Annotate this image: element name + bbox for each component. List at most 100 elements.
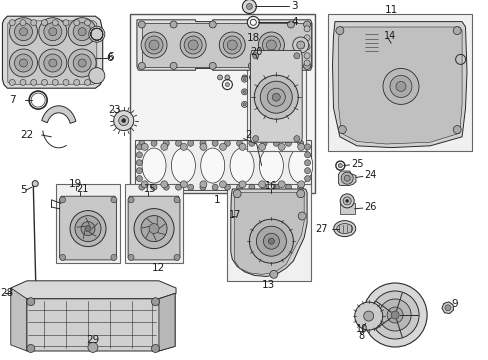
Circle shape bbox=[304, 160, 310, 166]
Circle shape bbox=[243, 103, 245, 106]
Circle shape bbox=[32, 181, 38, 186]
Circle shape bbox=[180, 143, 187, 150]
Circle shape bbox=[335, 27, 343, 35]
Bar bbox=[135, 140, 311, 190]
Circle shape bbox=[60, 197, 65, 203]
Circle shape bbox=[89, 68, 104, 84]
Polygon shape bbox=[11, 281, 176, 299]
Circle shape bbox=[20, 28, 27, 36]
Bar bbox=[129, 14, 315, 193]
Circle shape bbox=[304, 53, 309, 59]
Ellipse shape bbox=[259, 148, 283, 183]
Circle shape bbox=[163, 184, 169, 190]
Ellipse shape bbox=[288, 148, 312, 183]
Circle shape bbox=[75, 216, 101, 242]
Polygon shape bbox=[338, 171, 355, 185]
Circle shape bbox=[268, 238, 274, 244]
Circle shape bbox=[128, 197, 134, 203]
Circle shape bbox=[212, 184, 218, 190]
Polygon shape bbox=[11, 288, 27, 351]
Circle shape bbox=[248, 140, 254, 146]
Circle shape bbox=[200, 184, 205, 190]
Text: 17: 17 bbox=[228, 210, 241, 220]
Circle shape bbox=[49, 28, 57, 36]
Text: 7: 7 bbox=[9, 95, 16, 105]
Circle shape bbox=[452, 27, 460, 35]
Circle shape bbox=[303, 62, 310, 69]
Circle shape bbox=[287, 62, 294, 69]
Circle shape bbox=[138, 62, 145, 69]
Circle shape bbox=[224, 140, 230, 146]
Circle shape bbox=[151, 184, 157, 190]
Circle shape bbox=[15, 54, 32, 72]
Circle shape bbox=[304, 60, 309, 66]
Circle shape bbox=[151, 140, 157, 146]
Circle shape bbox=[258, 143, 265, 150]
Bar bbox=[56, 184, 120, 263]
Circle shape bbox=[304, 26, 309, 32]
Circle shape bbox=[338, 163, 342, 168]
Circle shape bbox=[370, 291, 418, 339]
Circle shape bbox=[119, 116, 128, 126]
Bar bbox=[339, 203, 354, 214]
Circle shape bbox=[44, 54, 61, 72]
Circle shape bbox=[184, 36, 202, 54]
Circle shape bbox=[363, 283, 426, 347]
Text: 6: 6 bbox=[107, 52, 114, 62]
Circle shape bbox=[78, 28, 86, 36]
Circle shape bbox=[304, 144, 310, 150]
Polygon shape bbox=[142, 23, 310, 67]
Circle shape bbox=[266, 40, 276, 50]
Circle shape bbox=[74, 80, 80, 85]
Circle shape bbox=[174, 197, 180, 203]
Circle shape bbox=[341, 172, 352, 184]
Circle shape bbox=[219, 143, 226, 150]
Circle shape bbox=[84, 20, 90, 26]
Text: 28: 28 bbox=[0, 288, 13, 298]
Circle shape bbox=[170, 62, 177, 69]
Text: 27: 27 bbox=[315, 224, 327, 234]
Ellipse shape bbox=[142, 148, 166, 183]
Circle shape bbox=[212, 140, 218, 146]
Circle shape bbox=[258, 181, 265, 188]
Circle shape bbox=[297, 140, 303, 146]
Circle shape bbox=[70, 211, 106, 247]
Circle shape bbox=[111, 255, 117, 260]
Circle shape bbox=[236, 184, 242, 190]
Circle shape bbox=[39, 49, 67, 77]
Circle shape bbox=[41, 20, 47, 26]
Circle shape bbox=[262, 36, 280, 54]
Circle shape bbox=[223, 36, 241, 54]
Circle shape bbox=[74, 20, 80, 26]
Text: 12: 12 bbox=[151, 263, 164, 273]
Polygon shape bbox=[27, 293, 175, 351]
Circle shape bbox=[209, 62, 216, 69]
Circle shape bbox=[187, 140, 193, 146]
Circle shape bbox=[273, 140, 279, 146]
Circle shape bbox=[81, 222, 95, 235]
Text: 4: 4 bbox=[290, 17, 297, 27]
Circle shape bbox=[9, 18, 38, 46]
Bar bbox=[364, 32, 378, 58]
Circle shape bbox=[114, 111, 133, 131]
Circle shape bbox=[233, 190, 241, 198]
Circle shape bbox=[293, 53, 299, 59]
Text: 22: 22 bbox=[20, 130, 34, 140]
Circle shape bbox=[136, 160, 142, 166]
Circle shape bbox=[151, 298, 159, 306]
Circle shape bbox=[292, 37, 308, 53]
Circle shape bbox=[242, 0, 256, 13]
Ellipse shape bbox=[200, 148, 224, 183]
Circle shape bbox=[378, 299, 410, 331]
Ellipse shape bbox=[144, 209, 163, 219]
Circle shape bbox=[287, 21, 294, 28]
Circle shape bbox=[304, 44, 309, 50]
Circle shape bbox=[296, 41, 304, 49]
Text: 14: 14 bbox=[383, 31, 395, 41]
Circle shape bbox=[68, 49, 96, 77]
Circle shape bbox=[278, 181, 285, 188]
Circle shape bbox=[239, 181, 245, 188]
Text: 18: 18 bbox=[246, 33, 260, 43]
Text: 26: 26 bbox=[363, 202, 375, 212]
Polygon shape bbox=[137, 20, 311, 70]
